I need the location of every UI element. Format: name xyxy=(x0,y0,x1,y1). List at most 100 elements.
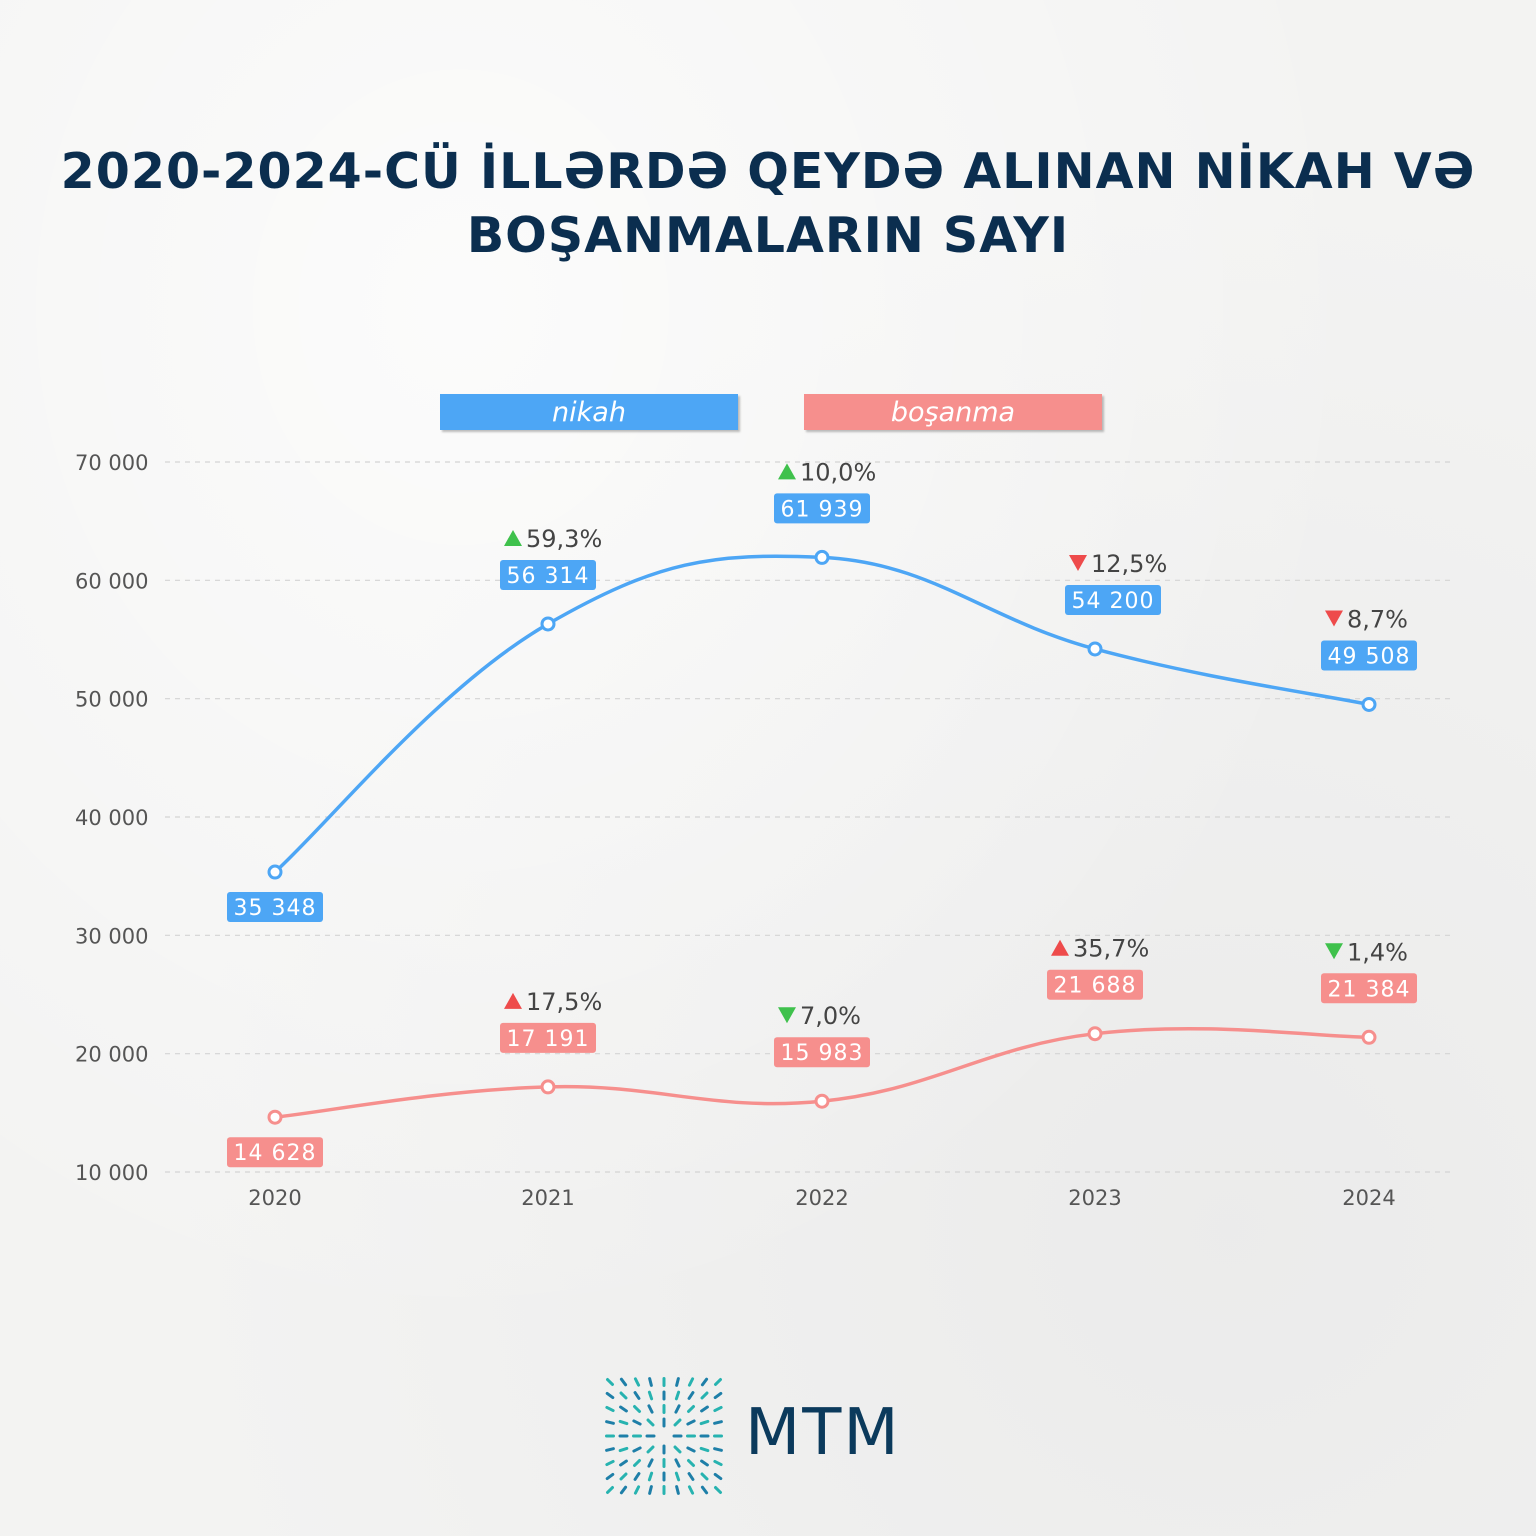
logo-dash xyxy=(606,1486,614,1494)
logo-dash xyxy=(619,1377,628,1387)
value-label-nikah: 35 348 xyxy=(234,896,317,921)
logo-dash xyxy=(713,1472,723,1481)
value-label-nikah: 56 314 xyxy=(507,564,590,589)
value-label-box-nikah xyxy=(227,892,323,923)
y-tick-label: 20 000 xyxy=(75,1043,148,1067)
change-up-arrow-icon xyxy=(504,529,522,546)
chart-title: 2020-2024-CÜ İLLƏRDƏ QEYDƏ ALINAN NİKAH … xyxy=(0,140,1536,268)
logo-dash xyxy=(700,1391,709,1400)
value-label-box-nikah xyxy=(1321,640,1417,671)
logo-dash xyxy=(605,1447,615,1452)
data-point-bosanma xyxy=(1087,1026,1103,1042)
change-label-bosanma: 1,4% xyxy=(1347,938,1408,966)
data-point-nikah xyxy=(540,616,556,632)
logo-dash xyxy=(605,1472,615,1481)
logo-dash xyxy=(618,1446,629,1453)
data-point-bosanma xyxy=(540,1079,556,1095)
logo-dash xyxy=(647,1471,654,1482)
legend-bosanma: boşanma xyxy=(804,394,1102,430)
data-point-bosanma xyxy=(1361,1029,1377,1045)
logo-dash xyxy=(673,1445,682,1454)
logo-dash xyxy=(673,1418,682,1427)
y-tick-label: 70 000 xyxy=(75,451,148,475)
value-label-box-bosanma xyxy=(1321,973,1417,1004)
logo-dash xyxy=(714,1486,722,1494)
logo-dash xyxy=(687,1405,695,1413)
logo-dash xyxy=(648,1377,653,1387)
change-label-nikah: 59,3% xyxy=(526,525,602,553)
legend-bosanma-label: boşanma xyxy=(890,396,1016,428)
logo-dash xyxy=(619,1459,628,1467)
change-down-arrow-icon xyxy=(778,1007,796,1024)
logo-dash xyxy=(686,1419,696,1426)
logo-dash xyxy=(700,1405,709,1413)
chart-title-line-1: 2020-2024-CÜ İLLƏRDƏ QEYDƏ ALINAN NİKAH … xyxy=(60,143,1476,200)
data-point-nikah xyxy=(814,549,830,565)
logo-dash xyxy=(687,1391,695,1400)
series-line-nikah xyxy=(273,554,1371,874)
logo-dash xyxy=(713,1420,723,1425)
logo-dash xyxy=(619,1485,628,1495)
logo-dash xyxy=(700,1485,709,1495)
legend-nikah-label: nikah xyxy=(552,396,626,428)
data-point-nikah xyxy=(267,864,283,880)
logo-dash xyxy=(633,1485,641,1495)
data-point-nikah xyxy=(1087,641,1103,657)
change-down-arrow-icon xyxy=(1325,610,1343,627)
logo-dash xyxy=(619,1405,628,1413)
logo-dash xyxy=(606,1378,614,1386)
mtm-logo-text: MTM xyxy=(745,1396,901,1470)
logo-dash xyxy=(646,1445,655,1454)
value-label-box-bosanma xyxy=(1047,969,1143,1000)
value-label-box-bosanma xyxy=(774,1037,870,1068)
value-label-nikah: 61 939 xyxy=(781,497,864,522)
y-tick-label: 10 000 xyxy=(75,1161,148,1185)
logo-dash xyxy=(675,1377,680,1387)
value-label-bosanma: 14 628 xyxy=(234,1141,317,1166)
x-tick-label: 2024 xyxy=(1342,1186,1395,1210)
x-tick-label: 2022 xyxy=(795,1186,848,1210)
value-label-box-bosanma xyxy=(500,1022,596,1053)
logo-dash xyxy=(713,1391,723,1400)
logo-dash xyxy=(633,1405,641,1413)
chart-title-line-2: BOŞANMALARIN SAYI xyxy=(466,207,1070,264)
logo-dash xyxy=(619,1472,628,1481)
value-label-box-nikah xyxy=(500,559,596,590)
change-up-arrow-icon xyxy=(504,992,522,1009)
logo-dash xyxy=(674,1390,681,1401)
logo-dash xyxy=(633,1391,641,1400)
data-point-bosanma xyxy=(814,1093,830,1109)
value-label-box-bosanma xyxy=(227,1137,323,1168)
logo-dash xyxy=(713,1459,723,1467)
logo-dash xyxy=(648,1485,653,1495)
logo-dash xyxy=(646,1418,655,1427)
logo-dash xyxy=(647,1390,654,1401)
logo-dash xyxy=(699,1446,710,1453)
x-tick-label: 2020 xyxy=(248,1186,301,1210)
change-label-bosanma: 7,0% xyxy=(800,1002,861,1030)
logo-dash xyxy=(674,1404,681,1414)
data-point-nikah xyxy=(1361,696,1377,712)
logo-dash xyxy=(633,1377,641,1387)
logo-dash xyxy=(700,1377,709,1387)
y-tick-label: 30 000 xyxy=(75,924,148,948)
logo-dash xyxy=(674,1458,681,1468)
mtm-logo: MTM xyxy=(600,1374,940,1498)
logo-dash xyxy=(675,1485,680,1495)
value-label-box-nikah xyxy=(774,493,870,524)
value-label-bosanma: 15 983 xyxy=(781,1041,864,1066)
logo-dash xyxy=(700,1459,709,1467)
legend-nikah: nikah xyxy=(440,394,738,430)
logo-dash xyxy=(713,1447,723,1452)
logo-dash xyxy=(647,1458,654,1468)
logo-dash xyxy=(633,1472,641,1481)
x-tick-label: 2023 xyxy=(1068,1186,1121,1210)
change-label-bosanma: 17,5% xyxy=(526,988,602,1016)
value-label-nikah: 49 508 xyxy=(1328,644,1411,669)
logo-dash xyxy=(700,1472,709,1481)
y-tick-label: 40 000 xyxy=(75,806,148,830)
logo-dash xyxy=(618,1419,629,1426)
x-tick-label: 2021 xyxy=(521,1186,574,1210)
